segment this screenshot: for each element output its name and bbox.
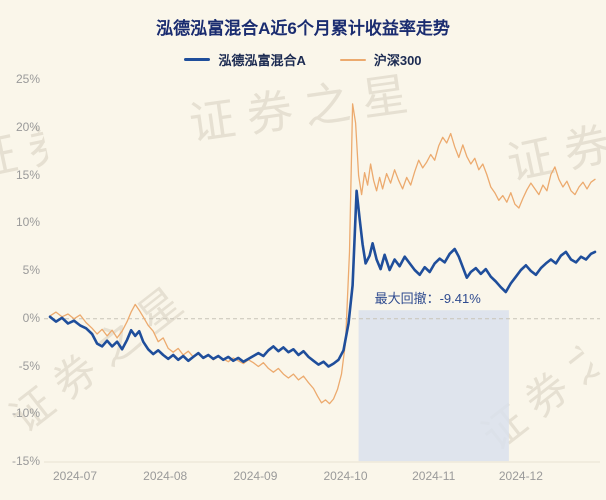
legend-item-benchmark: 沪深300 bbox=[339, 50, 422, 69]
fund-line-swatch-icon bbox=[184, 58, 211, 61]
x-tick-label: 2024-12 bbox=[498, 469, 543, 483]
max-drawdown-annotation: 最大回撤：-9.41% bbox=[374, 290, 481, 306]
y-tick-label: -5% bbox=[18, 358, 40, 373]
drawdown-region bbox=[358, 310, 509, 462]
y-tick-label: 10% bbox=[15, 215, 40, 230]
legend-label-benchmark: 沪深300 bbox=[373, 53, 422, 68]
chart-legend: 泓德泓富混合A 沪深300 bbox=[0, 50, 606, 69]
fund-line bbox=[48, 189, 597, 368]
legend-label-fund: 泓德泓富混合A bbox=[218, 53, 306, 68]
x-tick-label: 2024-08 bbox=[143, 469, 188, 483]
y-tick-label: 15% bbox=[15, 167, 40, 182]
benchmark-line-swatch-icon bbox=[339, 58, 366, 61]
x-tick-label: 2024-10 bbox=[323, 469, 368, 483]
y-tick-label: 20% bbox=[15, 119, 40, 134]
x-tick-label: 2024-07 bbox=[52, 469, 98, 483]
chart-title: 泓德泓富混合A近6个月累计收益率走势 bbox=[156, 19, 450, 38]
x-tick-label: 2024-09 bbox=[233, 469, 278, 483]
y-axis: 25% 20% 15% 10% 5% 0% -5% -10% -15% bbox=[0, 0, 42, 500]
x-tick-label: 2024-11 bbox=[412, 469, 456, 483]
y-tick-label: 5% bbox=[22, 263, 40, 277]
y-tick-label: 0% bbox=[22, 310, 40, 325]
x-axis: 2024-07 2024-08 2024-09 2024-10 2024-11 2024-… bbox=[0, 469, 606, 489]
legend-item-fund: 泓德泓富混合A bbox=[184, 50, 306, 69]
benchmark-line bbox=[49, 103, 596, 405]
y-tick-label: -10% bbox=[11, 406, 40, 421]
y-tick-label: -15% bbox=[11, 454, 40, 468]
y-tick-label: 25% bbox=[15, 72, 40, 86]
